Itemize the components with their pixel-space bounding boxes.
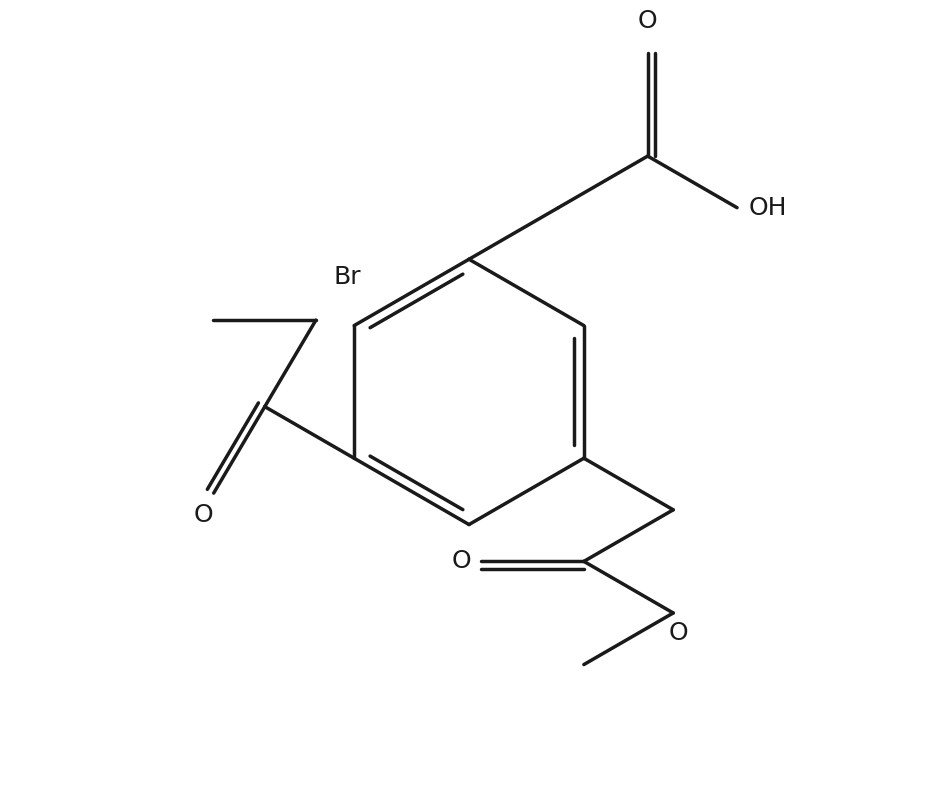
Text: OH: OH	[749, 195, 787, 220]
Text: O: O	[638, 10, 658, 33]
Text: Br: Br	[334, 264, 361, 289]
Text: O: O	[668, 621, 688, 645]
Text: O: O	[194, 503, 214, 526]
Text: O: O	[451, 549, 471, 573]
